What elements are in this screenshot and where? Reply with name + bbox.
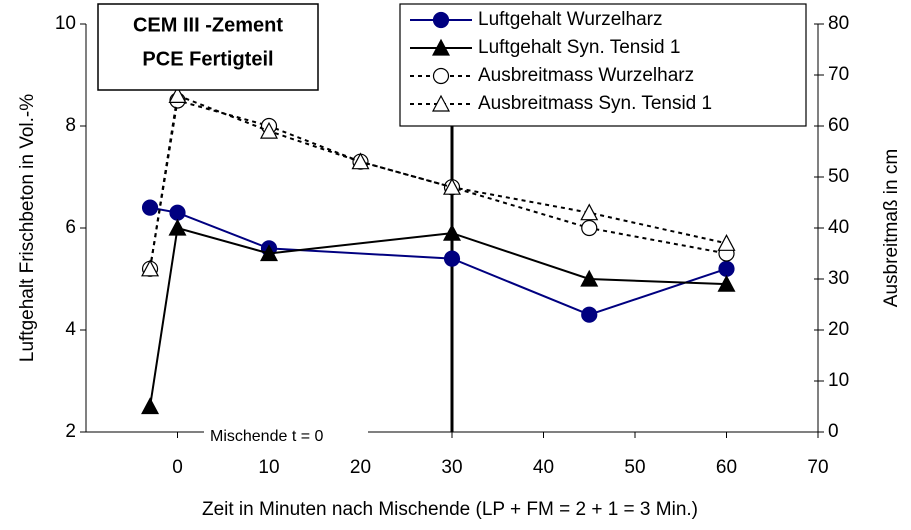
marker xyxy=(581,219,598,237)
annotation-box-text: CEM III -Zement xyxy=(133,14,283,36)
y2-tick-label: 80 xyxy=(828,13,849,34)
x-tick-label: 30 xyxy=(441,457,462,478)
marker xyxy=(432,11,450,29)
x-tick-label: 40 xyxy=(533,457,554,478)
x-tick-label: 70 xyxy=(807,457,828,478)
x-tick-label: 20 xyxy=(350,457,371,478)
y2-tick-label: 20 xyxy=(828,319,849,340)
y-axis-label: Luftgehalt Frischbeton in Vol.-% xyxy=(17,94,38,362)
marker xyxy=(581,306,598,323)
legend-label: Ausbreitmass Syn. Tensid 1 xyxy=(478,93,712,114)
x-tick-label: 60 xyxy=(716,457,737,478)
marker xyxy=(580,269,599,287)
x-tick-label: 0 xyxy=(172,457,183,478)
annotation-box-text: PCE Fertigteil xyxy=(142,48,273,70)
x-tick-label: 50 xyxy=(624,457,645,478)
x-axis-label: Zeit in Minuten nach Mischende (LP + FM … xyxy=(202,499,698,520)
y2-tick-label: 0 xyxy=(828,421,839,442)
marker xyxy=(717,274,736,292)
y2-tick-label: 10 xyxy=(828,370,849,391)
marker xyxy=(168,86,187,104)
y-tick-label: 6 xyxy=(65,217,76,238)
marker xyxy=(260,121,278,139)
y-tick-label: 2 xyxy=(65,421,76,442)
y2-axis-label: Ausbreitmaß in cm xyxy=(881,149,902,307)
legend-label: Luftgehalt Wurzelharz xyxy=(478,9,662,30)
marker xyxy=(443,223,461,241)
marker xyxy=(580,203,599,221)
marker xyxy=(443,250,461,267)
marker xyxy=(168,218,187,236)
marker xyxy=(169,204,186,221)
marker xyxy=(432,38,450,56)
annotation-box xyxy=(97,3,319,91)
marker xyxy=(141,259,160,277)
marker xyxy=(260,244,278,262)
y2-tick-label: 70 xyxy=(828,64,849,85)
y2-tick-label: 40 xyxy=(828,217,849,238)
y2-tick-label: 30 xyxy=(828,268,849,289)
marker xyxy=(718,260,735,277)
y-tick-label: 8 xyxy=(65,115,76,136)
marker xyxy=(432,94,450,112)
legend-label: Ausbreitmass Wurzelharz xyxy=(478,65,694,86)
marker xyxy=(717,234,736,251)
y-tick-label: 10 xyxy=(55,13,76,34)
x-tick-label: 10 xyxy=(258,457,279,478)
marker xyxy=(351,152,370,170)
y-tick-label: 4 xyxy=(65,319,76,340)
annotation: Mischende t = 0 xyxy=(210,428,324,445)
y2-tick-label: 60 xyxy=(828,115,849,136)
marker xyxy=(141,397,160,415)
marker xyxy=(141,199,159,216)
legend xyxy=(399,3,807,127)
legend-label: Luftgehalt Syn. Tensid 1 xyxy=(478,37,680,58)
marker xyxy=(432,67,450,85)
y2-tick-label: 50 xyxy=(828,166,849,187)
series-line xyxy=(149,226,727,407)
annotation-bg xyxy=(204,418,368,442)
marker xyxy=(443,177,461,195)
